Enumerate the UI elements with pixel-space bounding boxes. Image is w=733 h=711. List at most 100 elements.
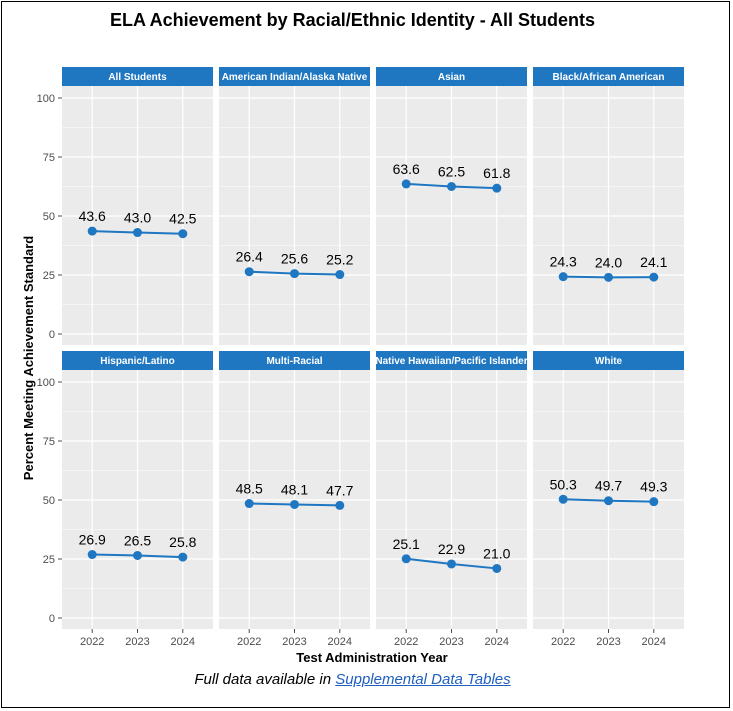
data-label: 26.9	[79, 532, 106, 548]
y-tick-label: 75	[43, 152, 55, 164]
data-label: 25.8	[169, 534, 196, 550]
supplemental-data-link[interactable]: Supplemental Data Tables	[335, 671, 511, 688]
data-label: 50.3	[550, 476, 577, 492]
data-label: 21.0	[483, 545, 510, 561]
y-tick-label: 100	[37, 377, 55, 389]
data-label: 24.0	[595, 254, 622, 270]
y-tick-label: 75	[43, 436, 55, 448]
data-label: 49.3	[640, 479, 667, 495]
x-tick-label: 2023	[282, 636, 306, 648]
x-tick-label: 2023	[439, 636, 463, 648]
x-tick-label: 2022	[394, 636, 418, 648]
facet-strip-label: American Indian/Alaska Native	[222, 72, 368, 83]
facet-strip	[219, 351, 370, 370]
data-point	[604, 496, 613, 506]
data-point	[558, 272, 568, 282]
facet-panel: Black/African American 24.3 24.0 24.1	[533, 67, 684, 345]
x-tick-label: 2023	[125, 636, 149, 648]
facet-panel: Native Hawaiian/Pacific Islander 25.1 22.9…	[375, 351, 528, 648]
data-label: 22.9	[438, 541, 465, 557]
facet-strip-label: Hispanic/Latino	[100, 356, 174, 367]
facet-strip-label: All Students	[108, 72, 167, 83]
data-label: 26.5	[124, 532, 151, 548]
facet-strip-label: Multi-Racial	[266, 356, 322, 367]
y-tick-label: 50	[43, 211, 55, 223]
facet-strip	[533, 67, 684, 86]
facet-strip	[376, 67, 527, 86]
x-tick-label: 2024	[642, 636, 666, 648]
facet-strip	[62, 351, 213, 370]
data-label: 24.1	[640, 254, 667, 270]
facet-panel: Hispanic/Latino 26.9 26.5 25.8 0 25 50 75 100 202…	[37, 351, 213, 648]
facet-panel: White 50.3 49.7 49.3 2022 2023 2024	[533, 351, 684, 648]
data-label: 26.4	[236, 249, 263, 265]
data-label: 48.1	[281, 481, 308, 497]
data-point	[447, 559, 456, 569]
data-point	[133, 550, 142, 560]
y-tick-label: 100	[37, 93, 55, 105]
data-point	[87, 226, 97, 236]
data-point	[178, 229, 188, 239]
data-label: 24.3	[550, 254, 577, 270]
x-tick-label: 2024	[171, 636, 195, 648]
data-point	[604, 272, 613, 282]
data-label: 25.2	[326, 252, 353, 268]
facet-panel: American Indian/Alaska Native 26.4 25.6 25.…	[219, 67, 370, 345]
y-tick-label: 0	[49, 613, 55, 625]
data-label: 49.7	[595, 478, 622, 494]
facet-strip-label: White	[595, 356, 623, 367]
y-tick-label: 25	[43, 270, 55, 282]
y-tick-label: 0	[49, 329, 55, 341]
data-point	[447, 182, 456, 191]
facet-strip-label: Black/African American	[553, 72, 665, 83]
data-label: 43.0	[124, 210, 151, 226]
data-label: 62.5	[438, 164, 465, 180]
data-label: 25.1	[393, 536, 420, 552]
footnote-prefix: Full data available in	[194, 671, 336, 688]
x-tick-label: 2022	[237, 636, 261, 648]
facet-strip-label: Native Hawaiian/Pacific Islander	[375, 356, 527, 367]
facet-strip	[219, 67, 370, 86]
facet-panel: Asian 63.6 62.5 61.8	[376, 67, 527, 345]
data-point	[244, 267, 254, 277]
data-point	[178, 552, 188, 562]
x-tick-label: 2024	[328, 636, 352, 648]
data-label: 61.8	[483, 165, 510, 181]
y-tick-label: 50	[43, 495, 55, 507]
facet-panel: Multi-Racial 48.5 48.1 47.7 2022 2023 2024	[219, 351, 370, 648]
data-label: 63.6	[393, 161, 420, 177]
data-point	[87, 550, 97, 560]
x-tick-label: 2022	[551, 636, 575, 648]
data-label: 25.6	[281, 251, 308, 267]
facet-strip	[62, 67, 213, 86]
x-axis-title: Test Administration Year	[296, 650, 447, 665]
data-point	[244, 499, 254, 509]
facet-strip	[376, 351, 527, 370]
x-tick-label: 2022	[80, 636, 104, 648]
data-point	[335, 500, 345, 510]
y-tick-label: 25	[43, 554, 55, 566]
data-label: 47.7	[326, 482, 353, 498]
data-point	[290, 499, 299, 509]
x-tick-label: 2023	[596, 636, 620, 648]
facet-strip	[533, 351, 684, 370]
data-label: 48.5	[236, 481, 263, 497]
footnote: Full data available in Supplemental Data…	[0, 671, 705, 688]
data-point	[492, 563, 502, 573]
data-point	[401, 554, 411, 564]
data-point	[558, 494, 568, 504]
y-axis-title: Percent Meeting Achievement Standard	[21, 236, 36, 480]
data-point	[335, 270, 345, 280]
data-point	[290, 269, 299, 279]
data-point	[133, 228, 142, 238]
data-point	[649, 272, 659, 282]
facet-panel: All Students 43.6 43.0 42.5 0 25 50 75 100	[37, 67, 213, 345]
data-point	[401, 179, 411, 189]
data-point	[492, 183, 502, 193]
chart-title: ELA Achievement by Racial/Ethnic Identit…	[109, 10, 596, 30]
x-tick-label: 2024	[485, 636, 509, 648]
data-label: 42.5	[169, 211, 196, 227]
data-point	[649, 497, 659, 507]
data-label: 43.6	[79, 208, 106, 224]
